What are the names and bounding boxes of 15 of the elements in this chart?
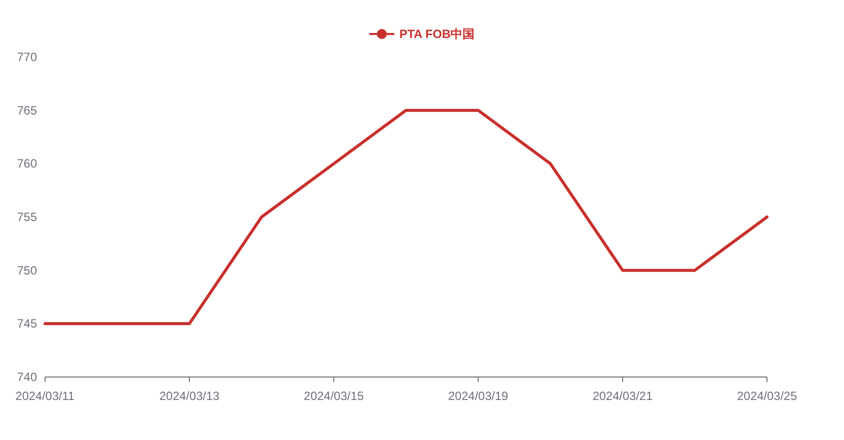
x-tick-label: 2024/03/19 <box>448 389 509 403</box>
x-tick-label: 2024/03/13 <box>159 389 220 403</box>
x-tick-label: 2024/03/15 <box>304 389 364 403</box>
y-tick-label: 740 <box>16 370 38 384</box>
y-tick-label: 750 <box>16 263 38 278</box>
legend-label: PTA FOB中国 <box>399 27 475 41</box>
y-tick-label: 760 <box>16 156 38 171</box>
y-tick-label: 745 <box>16 316 38 331</box>
x-tick-label: 2024/03/21 <box>592 389 653 403</box>
y-tick-label: 755 <box>16 210 38 224</box>
y-tick-label: 770 <box>16 50 38 64</box>
line-series <box>44 108 768 326</box>
y-tick-label: 765 <box>16 103 38 118</box>
x-tick-label: 2024/03/11 <box>15 389 75 403</box>
x-tick-label: 2024/03/25 <box>736 389 798 403</box>
